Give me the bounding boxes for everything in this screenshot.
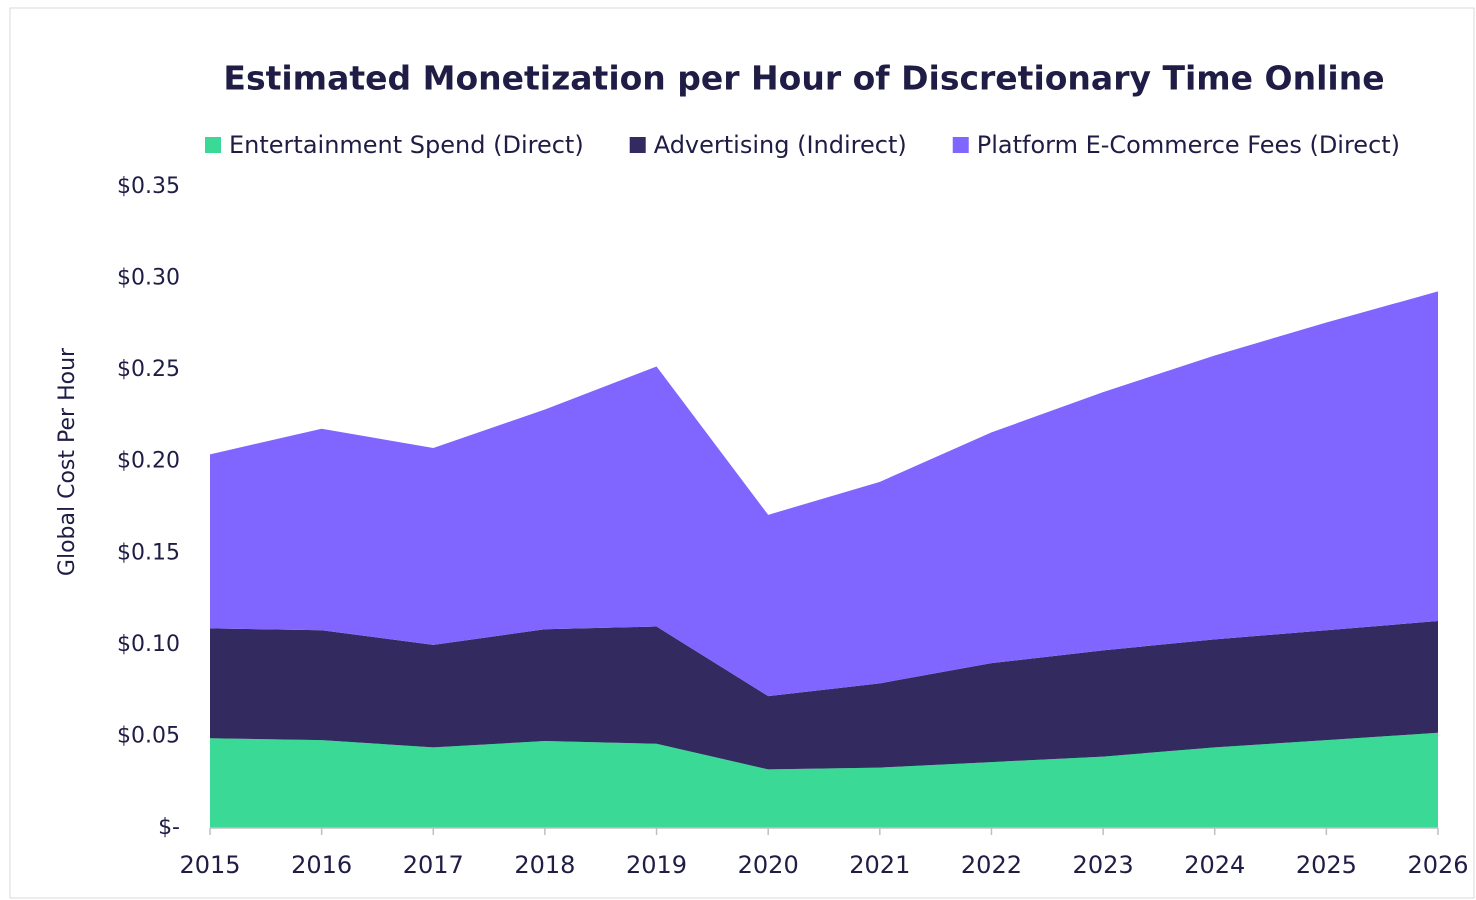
x-tick-label: 2018 bbox=[514, 851, 575, 879]
x-tick-label: 2020 bbox=[738, 851, 799, 879]
x-tick-label: 2022 bbox=[961, 851, 1022, 879]
x-tick-label: 2015 bbox=[179, 851, 240, 879]
legend-label: Entertainment Spend (Direct) bbox=[229, 131, 584, 159]
y-tick-label: $0.15 bbox=[117, 540, 180, 565]
chart-title: Estimated Monetization per Hour of Discr… bbox=[223, 59, 1384, 98]
legend-swatch bbox=[205, 137, 221, 153]
legend-swatch bbox=[629, 137, 646, 153]
x-tick-label: 2026 bbox=[1407, 851, 1468, 879]
y-tick-label: $- bbox=[158, 815, 180, 840]
legend-label: Platform E-Commerce Fees (Direct) bbox=[977, 131, 1400, 159]
y-tick-label: $0.25 bbox=[117, 357, 180, 382]
x-tick-label: 2017 bbox=[403, 851, 464, 879]
x-tick-label: 2019 bbox=[626, 851, 687, 879]
x-tick-label: 2016 bbox=[291, 851, 352, 879]
area bbox=[210, 291, 1438, 697]
x-tick-label: 2025 bbox=[1296, 851, 1357, 879]
legend-swatch bbox=[952, 137, 969, 153]
y-axis-label: Global Cost Per Hour bbox=[55, 347, 80, 576]
x-tick-label: 2021 bbox=[849, 851, 910, 879]
x-tick-label: 2023 bbox=[1073, 851, 1134, 879]
area bbox=[210, 732, 1438, 828]
y-tick-label: $0.35 bbox=[117, 174, 180, 199]
x-tick-label: 2024 bbox=[1184, 851, 1245, 879]
y-tick-label: $0.05 bbox=[117, 723, 180, 748]
area bbox=[210, 621, 1438, 770]
y-tick-label: $0.30 bbox=[117, 266, 180, 291]
y-tick-label: $0.20 bbox=[117, 449, 180, 474]
legend-label: Advertising (Indirect) bbox=[654, 131, 907, 159]
y-tick-label: $0.10 bbox=[117, 632, 180, 657]
